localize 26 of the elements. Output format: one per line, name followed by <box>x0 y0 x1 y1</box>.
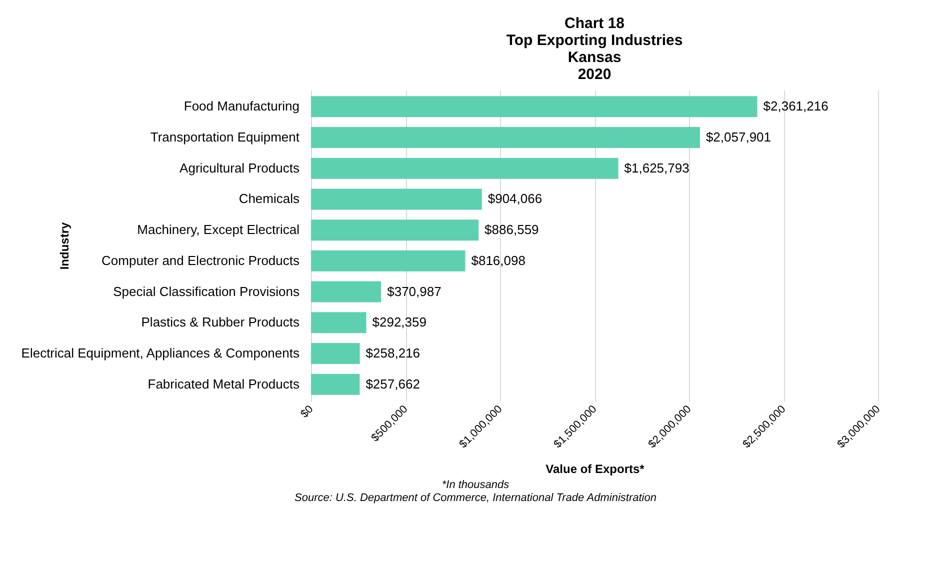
data-label: $370,987 <box>387 284 442 299</box>
y-tick-label: Transportation Equipment <box>150 130 300 145</box>
data-label: $1,625,793 <box>624 160 690 176</box>
data-label: $2,057,901 <box>706 130 772 145</box>
y-tick-label: Fabricated Metal Products <box>148 376 300 392</box>
y-tick-label: Food Manufacturing <box>184 98 300 114</box>
data-label: $257,662 <box>366 376 420 392</box>
y-tick-label: Chemicals <box>238 191 300 206</box>
text: *In thousands <box>440 479 510 492</box>
chart-title: Chart 18 Top Exporting Industries Kansas 2020 <box>506 15 683 83</box>
y-tick-label: Special Classification Provisions <box>113 284 300 299</box>
y-tick-label: Agricultural Products <box>180 160 300 176</box>
data-label: $258,216 <box>366 345 420 360</box>
data-label: $816,098 <box>471 252 526 268</box>
data-label: $904,066 <box>488 191 542 206</box>
data-label: $886,559 <box>484 222 539 238</box>
y-tick-label: Computer and Electronic Products <box>102 252 300 268</box>
y-tick-label: Plastics & Rubber Products <box>141 314 300 330</box>
y-tick-label: Machinery, Except Electrical <box>137 222 300 238</box>
source-note: Source: U.S. Department of Commerce, International Trade Administration <box>294 492 658 505</box>
x-axis-title: Value of Exports* <box>546 462 645 476</box>
y-axis-title: Industry <box>58 222 72 270</box>
data-label: $292,359 <box>372 314 426 330</box>
data-label: $2,361,216 <box>763 98 828 114</box>
y-tick-label: Electrical Equipment, Appliances & Components <box>21 345 300 360</box>
x-tick-label: $0 <box>298 403 316 420</box>
